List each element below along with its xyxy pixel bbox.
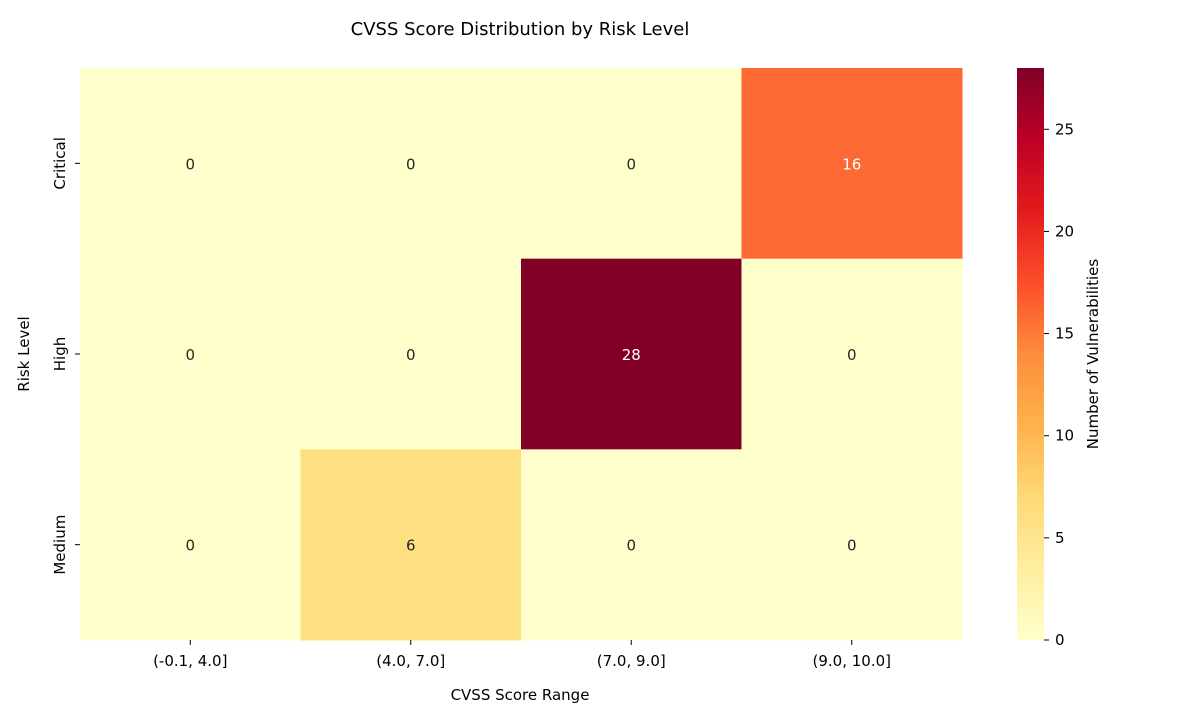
- heatmap-cell-labels: 0 0 0 16 0 0 28 0 0 6 0 0: [185, 155, 861, 554]
- chart-title: CVSS Score Distribution by Risk Level: [351, 19, 690, 40]
- cell-value-label: 0: [185, 155, 195, 173]
- colorbar: [1017, 68, 1044, 640]
- y-tick-label: Critical: [51, 137, 69, 189]
- heatmap-cell: [80, 68, 301, 260]
- colorbar-tick-label: 10: [1055, 427, 1074, 445]
- colorbar-tick-label: 20: [1055, 222, 1074, 240]
- cell-value-label: 0: [185, 346, 195, 364]
- cell-value-label: 0: [847, 537, 857, 555]
- heatmap-cell: [741, 258, 963, 450]
- heatmap-cell: [521, 258, 742, 450]
- cell-value-label: 0: [406, 155, 416, 173]
- x-tick-label: (9.0, 10.0]: [813, 652, 892, 670]
- y-axis-label: Risk Level: [15, 316, 33, 391]
- heatmap-cell: [521, 68, 742, 260]
- heatmap-cell: [741, 449, 963, 641]
- colorbar-tick-label: 15: [1055, 325, 1074, 343]
- heatmap-cell: [741, 68, 963, 260]
- heatmap-cell: [521, 449, 742, 641]
- x-axis-label: CVSS Score Range: [451, 686, 590, 704]
- colorbar-tick-label: 5: [1055, 529, 1065, 547]
- cell-value-label: 0: [847, 346, 857, 364]
- x-tick-label: (4.0, 7.0]: [376, 652, 445, 670]
- heatmap-cells: [80, 68, 963, 641]
- heatmap-cell: [300, 258, 522, 450]
- cell-value-label: 0: [185, 537, 195, 555]
- x-tick-label: (7.0, 9.0]: [597, 652, 666, 670]
- cell-value-label: 0: [406, 346, 416, 364]
- y-tick-label: High: [51, 337, 69, 371]
- heatmap-cell: [80, 258, 301, 450]
- y-axis: Critical High Medium: [51, 137, 80, 575]
- cell-value-label: 0: [626, 155, 636, 173]
- colorbar-label: Number of Vulnerabilities: [1084, 259, 1102, 450]
- heatmap-cell: [80, 449, 301, 641]
- heatmap-cell: [300, 449, 522, 641]
- cell-value-label: 6: [406, 537, 416, 555]
- cell-value-label: 16: [842, 155, 861, 173]
- cell-value-label: 28: [622, 346, 641, 364]
- heatmap-cell: [300, 68, 522, 260]
- x-axis: (-0.1, 4.0] (4.0, 7.0] (7.0, 9.0] (9.0, 10.…: [153, 640, 891, 670]
- cell-value-label: 0: [626, 537, 636, 555]
- y-tick-label: Medium: [51, 515, 69, 575]
- colorbar-tick-label: 0: [1055, 631, 1065, 649]
- colorbar-tick-label: 25: [1055, 120, 1074, 138]
- colorbar-ticks: 0 5 10 15 20 25: [1044, 120, 1074, 649]
- x-tick-label: (-0.1, 4.0]: [153, 652, 227, 670]
